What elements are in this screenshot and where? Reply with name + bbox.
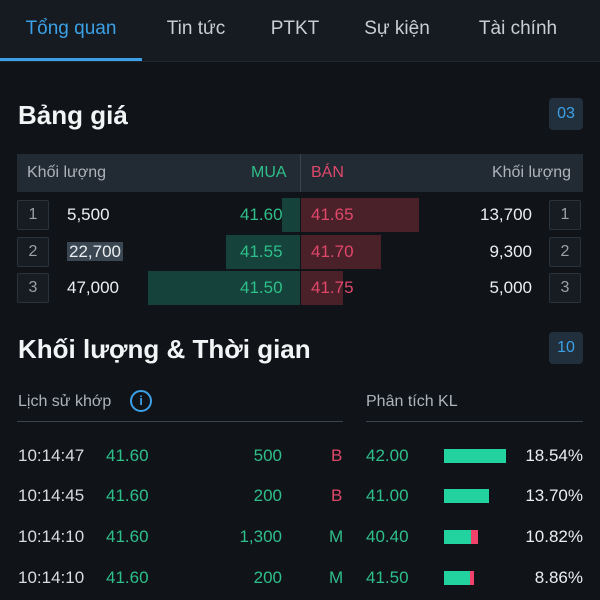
buy-header: MUA: [251, 164, 287, 181]
sell-volume-header: Khối lượng: [491, 164, 571, 181]
trade-price: 41.60: [106, 486, 149, 505]
sell-depth-bar: [301, 271, 343, 305]
buy-volume-header: Khối lượng: [27, 164, 107, 181]
sell-price[interactable]: 41.70: [311, 242, 354, 261]
trade-qty: 200: [253, 568, 282, 587]
info-icon[interactable]: i: [130, 390, 152, 412]
analysis-buy-bar: [444, 449, 506, 463]
sell-header: BÁN: [311, 164, 344, 181]
trade-side: B: [331, 446, 343, 465]
trade-price: 41.60: [106, 527, 149, 546]
tab-events[interactable]: Sự kiện: [364, 18, 430, 39]
sell-volume: 9,300: [489, 242, 532, 261]
tab-overview[interactable]: Tổng quan: [25, 18, 117, 39]
trade-side: M: [329, 568, 344, 587]
trade-side: M: [329, 527, 344, 546]
sell-depth-bar: [301, 198, 419, 232]
sell-volume: 13,700: [480, 205, 532, 224]
active-tab-indicator: [0, 58, 142, 61]
volume-time-count-badge[interactable]: 10: [549, 332, 583, 364]
row-number: 2: [17, 237, 49, 267]
buy-volume: 5,500: [67, 205, 110, 224]
row-number: 1: [549, 200, 581, 230]
volume-time-title: Khối lượng & Thời gian: [18, 334, 311, 364]
analysis-price: 41.00: [366, 486, 409, 505]
analysis-price: 41.50: [366, 568, 409, 587]
analysis-sell-bar: [471, 530, 478, 544]
analysis-buy-bar: [444, 489, 489, 503]
sell-depth-bar: [301, 235, 381, 269]
selected-volume-highlight: 22,700: [67, 242, 123, 261]
tab-bar: Tổng quan Tin tức PTKT Sự kiện Tài chính: [0, 0, 600, 62]
tab-news[interactable]: Tin tức: [166, 18, 226, 39]
buy-depth-bar: [148, 271, 300, 305]
row-number: 3: [17, 273, 49, 303]
price-board-depth-badge[interactable]: 03: [549, 98, 583, 130]
trade-time: 10:14:10: [18, 568, 85, 587]
analysis-buy-bar: [444, 530, 471, 544]
trade-qty: 200: [253, 486, 282, 505]
volume-analysis-label: Phân tích KL: [366, 393, 458, 410]
sell-price[interactable]: 41.75: [311, 278, 354, 297]
price-board-title: Bảng giá: [18, 100, 128, 130]
trade-time: 10:14:47: [18, 446, 85, 465]
buy-volume: 47,000: [67, 278, 119, 297]
trade-time: 10:14:45: [18, 486, 85, 505]
row-number: 3: [549, 273, 581, 303]
analysis-sell-bar: [470, 571, 474, 585]
analysis-percent: 8.86%: [534, 568, 583, 587]
trade-time: 10:14:10: [18, 527, 85, 546]
order-book-divider: [300, 154, 301, 192]
tab-finance[interactable]: Tài chính: [478, 18, 558, 39]
row-number: 2: [549, 237, 581, 267]
analysis-percent: 10.82%: [525, 527, 583, 546]
analysis-buy-bar: [444, 571, 470, 585]
divider: [17, 421, 343, 422]
buy-volume: 22,700: [67, 237, 123, 267]
analysis-price: 40.40: [366, 527, 409, 546]
buy-price[interactable]: 41.55: [240, 242, 283, 261]
trade-price: 41.60: [106, 568, 149, 587]
analysis-price: 42.00: [366, 446, 409, 465]
buy-price[interactable]: 41.60: [240, 205, 283, 224]
trade-price: 41.60: [106, 446, 149, 465]
match-history-label: Lịch sử khớp: [18, 393, 112, 410]
analysis-percent: 18.54%: [525, 446, 583, 465]
trade-side: B: [331, 486, 343, 505]
trade-qty: 1,300: [239, 527, 282, 546]
buy-price[interactable]: 41.50: [240, 278, 283, 297]
divider: [366, 421, 583, 422]
buy-depth-bar: [226, 235, 300, 269]
buy-depth-bar: [282, 198, 300, 232]
trade-qty: 500: [253, 446, 282, 465]
analysis-percent: 13.70%: [525, 486, 583, 505]
tab-technical[interactable]: PTKT: [270, 18, 320, 39]
row-number: 1: [17, 200, 49, 230]
sell-volume: 5,000: [489, 278, 532, 297]
sell-price[interactable]: 41.65: [311, 205, 354, 224]
